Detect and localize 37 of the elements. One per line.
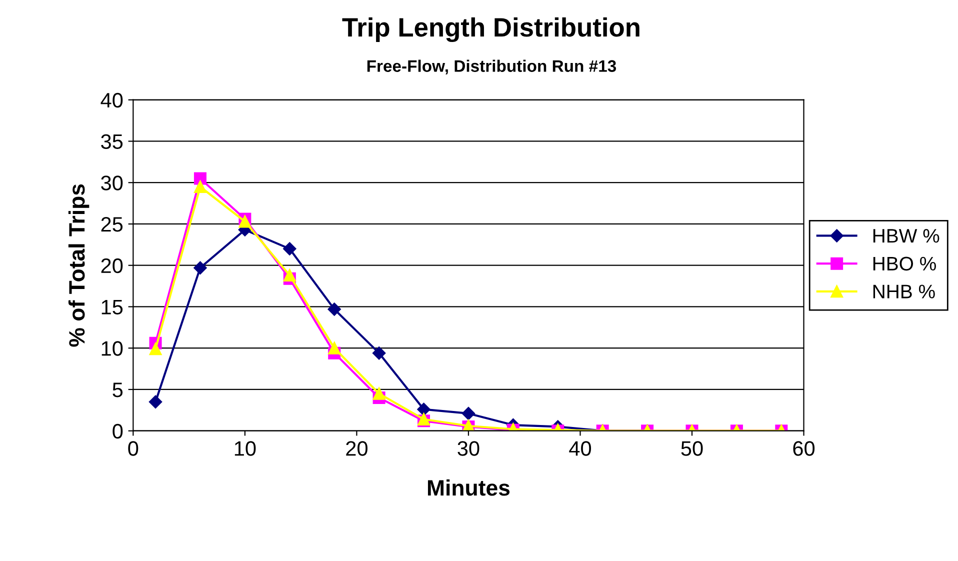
y-tick-label: 35: [101, 134, 123, 149]
x-tick-label: 10: [234, 441, 256, 456]
point: [372, 346, 386, 360]
x-tick-label: 60: [793, 441, 815, 456]
y-axis-title: % of Total Trips: [68, 184, 90, 347]
x-axis-title: Minutes: [428, 479, 510, 496]
point: [194, 261, 207, 274]
legend-label: NHB %: [873, 284, 935, 298]
x-tick-label: 0: [128, 441, 138, 456]
x-tick-label: 50: [681, 441, 703, 456]
point: [238, 215, 252, 228]
chart-title: Trip Length Distribution: [342, 17, 640, 42]
point: [194, 180, 206, 193]
y-tick-label: 30: [101, 176, 123, 190]
point: [148, 395, 162, 408]
point: [283, 269, 296, 282]
y-tick-label: 40: [100, 92, 123, 108]
y-tick-label: 0: [112, 424, 123, 439]
point: [194, 172, 206, 185]
x-tick-label: 40: [569, 441, 591, 456]
point: [328, 302, 341, 316]
point: [417, 402, 430, 416]
y-tick-label: 25: [101, 216, 123, 232]
x-tick-label: 30: [458, 441, 480, 456]
point: [283, 242, 296, 256]
point: [328, 342, 341, 354]
legend-label: HBO %: [873, 256, 936, 271]
chart-subtitle: Free-Flow, Distribution Run #13: [367, 60, 616, 74]
point: [372, 387, 386, 400]
point: [149, 342, 162, 356]
point: [462, 406, 476, 420]
legend-label: HBW %: [873, 229, 940, 243]
y-tick-label: 5: [112, 382, 123, 398]
x-tick-label: 20: [346, 441, 368, 456]
y-tick-label: 15: [102, 300, 123, 314]
y-tick-label: 10: [102, 341, 123, 356]
y-tick-label: 20: [101, 258, 123, 274]
